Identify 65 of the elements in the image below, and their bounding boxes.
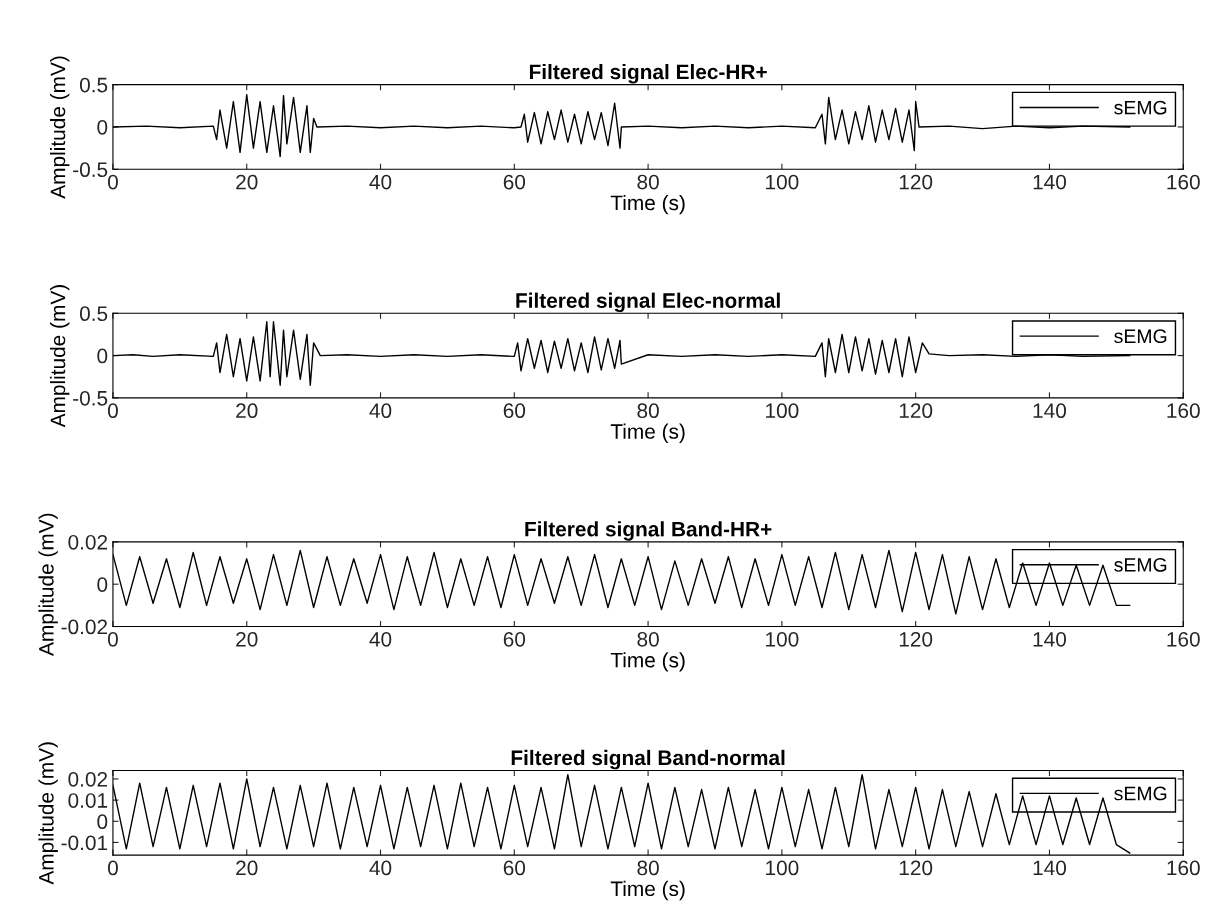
- x-tick-label: 0: [107, 860, 118, 876]
- x-tick-label: 40: [369, 860, 392, 876]
- x-tick-label: 0: [107, 631, 118, 647]
- x-tick-label: 60: [503, 860, 526, 876]
- x-tick-label: 40: [369, 174, 392, 190]
- x-tick-label: 40: [369, 631, 392, 647]
- x-tick-label: 140: [1033, 860, 1067, 876]
- x-tick-label: 120: [899, 403, 933, 419]
- chart-title: Filtered signal Elec-normal: [516, 292, 780, 313]
- y-tick-label: -0.02: [61, 619, 108, 635]
- x-tick-label: 140: [1033, 403, 1067, 419]
- y-tick-label: 0: [97, 119, 108, 135]
- y-tick-label: -0.5: [73, 162, 108, 178]
- x-tick-label: 20: [236, 174, 258, 190]
- legend-label: sEMG: [1114, 786, 1167, 801]
- x-tick-label: 100: [766, 403, 799, 419]
- x-axis-title: Time (s): [610, 880, 685, 901]
- x-tick-label: 140: [1033, 631, 1067, 647]
- x-tick-label: 20: [236, 860, 258, 876]
- y-axis-title: Amplitude (mV): [38, 513, 58, 656]
- x-tick-label: 60: [503, 174, 526, 190]
- x-tick-label: 100: [766, 860, 799, 876]
- x-tick-label: 100: [766, 631, 799, 647]
- x-tick-label: 80: [637, 631, 659, 647]
- x-tick-label: 80: [637, 860, 659, 876]
- chart-title: Filtered signal Elec-HR+: [529, 63, 767, 84]
- legend-label: sEMG: [1114, 329, 1167, 344]
- x-tick-label: 160: [1167, 860, 1200, 876]
- x-tick-label: 120: [899, 174, 933, 190]
- x-tick-label: 20: [236, 403, 258, 419]
- x-tick-label: 160: [1167, 174, 1200, 190]
- x-tick-label: 140: [1033, 174, 1067, 190]
- y-tick-label: 0.02: [68, 534, 108, 550]
- y-tick-label: 0.01: [68, 793, 108, 808]
- x-tick-label: 120: [899, 860, 933, 876]
- y-tick-label: 0: [97, 814, 108, 830]
- x-tick-label: 60: [503, 403, 526, 419]
- x-tick-label: 60: [503, 631, 526, 647]
- y-tick-label: 0.5: [79, 77, 108, 93]
- chart-title: Filtered signal Band-normal: [511, 749, 785, 770]
- y-tick-label: 0: [97, 577, 108, 592]
- y-tick-label: 0.5: [79, 306, 108, 322]
- legend-label: sEMG: [1114, 557, 1167, 572]
- y-axis-title: Amplitude (mV): [49, 285, 70, 428]
- x-tick-label: 0: [107, 174, 118, 190]
- y-tick-label: -0.01: [61, 835, 108, 851]
- x-axis-title: Time (s): [610, 194, 685, 215]
- x-tick-label: 0: [107, 403, 118, 419]
- x-tick-label: 160: [1167, 403, 1200, 419]
- x-tick-label: 80: [637, 403, 659, 419]
- x-tick-label: 120: [899, 631, 933, 647]
- x-axis-title: Time (s): [610, 423, 685, 443]
- y-tick-label: -0.5: [73, 390, 108, 406]
- x-tick-label: 80: [637, 174, 659, 190]
- x-tick-label: 20: [236, 631, 258, 647]
- x-tick-label: 160: [1167, 631, 1200, 647]
- y-tick-label: 0.02: [68, 771, 108, 787]
- y-tick-label: 0: [97, 348, 108, 364]
- y-axis-title: Amplitude (mV): [38, 742, 58, 885]
- x-axis-title: Time (s): [610, 652, 685, 672]
- y-axis-title: Amplitude (mV): [49, 56, 70, 199]
- x-tick-label: 100: [766, 174, 799, 190]
- legend-label: sEMG: [1114, 100, 1167, 115]
- chart-title: Filtered signal Band-HR+: [525, 521, 772, 541]
- x-tick-label: 40: [369, 403, 392, 419]
